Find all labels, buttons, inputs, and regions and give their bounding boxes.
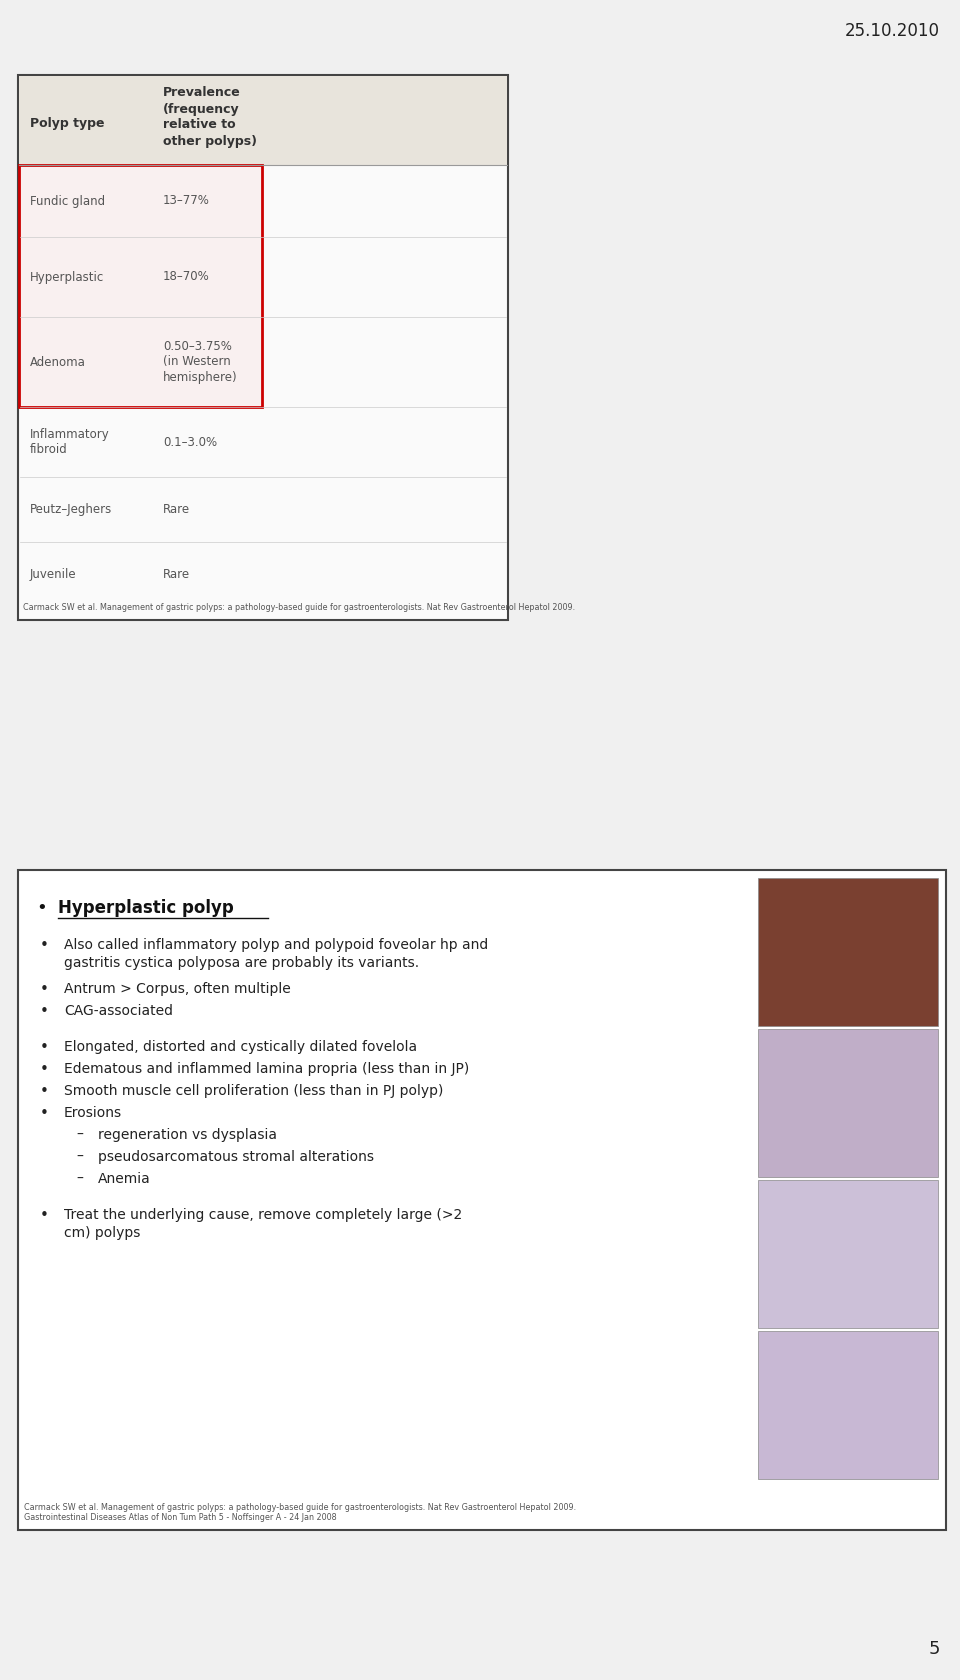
Text: Rare: Rare xyxy=(163,568,190,581)
Text: –: – xyxy=(76,1173,83,1186)
Text: Fundic gland: Fundic gland xyxy=(30,195,106,208)
Text: Carmack SW et al. Management of gastric polyps: a pathology-based guide for gast: Carmack SW et al. Management of gastric … xyxy=(23,603,575,612)
Text: Antrum > Corpus, often multiple: Antrum > Corpus, often multiple xyxy=(64,983,291,996)
Text: 18–70%: 18–70% xyxy=(163,270,209,284)
Text: Polyp type: Polyp type xyxy=(30,116,105,129)
Text: •: • xyxy=(40,1105,49,1121)
Text: •: • xyxy=(40,937,49,953)
Text: 0.50–3.75%
(in Western
hemisphere): 0.50–3.75% (in Western hemisphere) xyxy=(163,339,238,385)
Text: Adenoma: Adenoma xyxy=(30,356,85,368)
Text: Anemia: Anemia xyxy=(98,1173,151,1186)
Text: Erosions: Erosions xyxy=(64,1105,122,1121)
Text: •: • xyxy=(40,1040,49,1055)
Text: •: • xyxy=(40,1005,49,1020)
Text: Prevalence
(frequency
relative to
other polyps): Prevalence (frequency relative to other … xyxy=(163,86,257,148)
Text: Inflammatory
fibroid: Inflammatory fibroid xyxy=(30,428,109,457)
Text: 13–77%: 13–77% xyxy=(163,195,210,208)
Text: Smooth muscle cell proliferation (less than in PJ polyp): Smooth muscle cell proliferation (less t… xyxy=(64,1084,444,1099)
Text: Hyperplastic polyp: Hyperplastic polyp xyxy=(58,899,233,917)
Text: Also called inflammatory polyp and polypoid foveolar hp and
gastritis cystica po: Also called inflammatory polyp and polyp… xyxy=(64,937,489,969)
Bar xyxy=(19,165,262,407)
Bar xyxy=(19,76,507,166)
Bar xyxy=(18,76,508,620)
Text: Rare: Rare xyxy=(163,502,190,516)
Text: pseudosarcomatous stromal alterations: pseudosarcomatous stromal alterations xyxy=(98,1151,374,1164)
Text: Peutz–Jeghers: Peutz–Jeghers xyxy=(30,502,112,516)
Text: •: • xyxy=(40,1062,49,1077)
Text: Treat the underlying cause, remove completely large (>2
cm) polyps: Treat the underlying cause, remove compl… xyxy=(64,1208,463,1240)
Text: CAG-associated: CAG-associated xyxy=(64,1005,173,1018)
Text: regeneration vs dysplasia: regeneration vs dysplasia xyxy=(98,1127,277,1142)
Text: Edematous and inflammed lamina propria (less than in JP): Edematous and inflammed lamina propria (… xyxy=(64,1062,469,1075)
Text: •: • xyxy=(40,1208,49,1223)
Text: Hyperplastic: Hyperplastic xyxy=(30,270,105,284)
Bar xyxy=(758,1028,938,1178)
Bar xyxy=(18,870,946,1530)
Text: Elongated, distorted and cystically dilated fovelola: Elongated, distorted and cystically dila… xyxy=(64,1040,418,1053)
Text: Juvenile: Juvenile xyxy=(30,568,77,581)
Text: 0.1–3.0%: 0.1–3.0% xyxy=(163,435,217,449)
Text: Carmack SW et al. Management of gastric polyps: a pathology-based guide for gast: Carmack SW et al. Management of gastric … xyxy=(24,1502,576,1522)
Text: 25.10.2010: 25.10.2010 xyxy=(845,22,940,40)
Bar xyxy=(758,1331,938,1478)
Text: •: • xyxy=(36,899,47,917)
Text: –: – xyxy=(76,1151,83,1164)
Text: 5: 5 xyxy=(928,1640,940,1658)
Text: •: • xyxy=(40,1084,49,1099)
Bar xyxy=(758,879,938,1026)
Text: •: • xyxy=(40,983,49,996)
Bar xyxy=(758,1179,938,1327)
Text: –: – xyxy=(76,1127,83,1142)
